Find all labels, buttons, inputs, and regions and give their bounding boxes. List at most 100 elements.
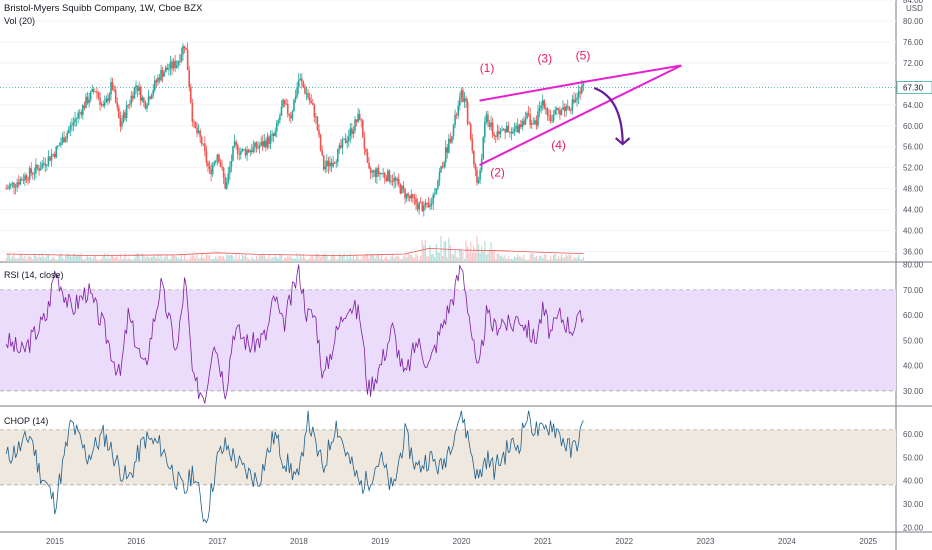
volume-bar: [387, 258, 389, 262]
candle-body: [146, 105, 148, 109]
breakdown-arrow: [593, 86, 624, 145]
volume-bar: [365, 253, 367, 262]
volume-bar: [446, 257, 448, 262]
candle-body: [11, 182, 14, 184]
volume-bar: [435, 243, 437, 262]
candle-body: [394, 177, 397, 181]
volume-bar: [8, 254, 10, 262]
candle-body: [57, 145, 59, 147]
volume-bar: [177, 258, 179, 262]
candle-body: [238, 153, 241, 155]
candle-body: [224, 177, 226, 189]
candle-body: [39, 168, 42, 171]
candle-body: [247, 149, 250, 153]
volume-bar: [388, 259, 391, 262]
candle-body: [8, 185, 11, 189]
candle-body: [67, 129, 70, 134]
candle-body: [168, 68, 170, 70]
chop-band: [0, 429, 896, 485]
volume-bar: [216, 258, 218, 262]
candle-body: [213, 162, 216, 166]
candle-body: [347, 136, 350, 142]
candle-body: [268, 136, 270, 145]
volume-bar: [549, 255, 552, 262]
candle-body: [355, 119, 358, 123]
candle-body: [189, 86, 192, 103]
candle-body: [388, 170, 391, 182]
candle-body: [530, 123, 533, 125]
volume-bar: [476, 236, 478, 262]
volume-bar: [329, 259, 331, 262]
candle-body: [236, 144, 239, 154]
volume-bar: [473, 246, 475, 262]
volume-bar: [232, 255, 234, 262]
volume-bar: [248, 258, 250, 262]
price-tick-label: 56.00: [903, 143, 924, 152]
candle-body: [391, 181, 394, 182]
candle-body: [482, 137, 485, 159]
volume-bar: [75, 256, 78, 262]
candle-body: [574, 99, 577, 103]
volume-bar: [337, 258, 339, 262]
volume-bar: [540, 255, 542, 262]
candle-body: [412, 194, 414, 198]
candle-body: [344, 138, 347, 143]
candle-body: [128, 103, 131, 106]
candle-body: [426, 203, 428, 204]
wave-label: (5): [576, 49, 591, 63]
price-tick-label: 48.00: [903, 185, 924, 194]
volume-bar: [490, 241, 492, 262]
candle-body: [266, 136, 269, 148]
candle-body: [405, 193, 408, 199]
candle-body: [38, 167, 40, 171]
volume-bar: [129, 258, 131, 262]
candle-body: [60, 142, 62, 146]
candle-body: [413, 197, 416, 199]
candle-body: [401, 185, 403, 194]
candle-body: [437, 181, 439, 189]
candle-body: [71, 125, 73, 127]
candle-body: [14, 186, 17, 188]
candle-body: [438, 172, 441, 182]
candle-body: [407, 193, 409, 196]
volume-bar: [574, 258, 577, 262]
candle-body: [452, 124, 455, 137]
candle-body: [485, 114, 488, 122]
price-tick-label: 80.00: [903, 17, 924, 26]
volume-bar: [277, 258, 279, 262]
candle-body: [260, 141, 262, 146]
volume-bar: [348, 258, 350, 262]
candle-body: [460, 90, 463, 98]
candle-body: [280, 106, 283, 116]
candle-body: [279, 115, 281, 121]
volume-bar: [32, 259, 34, 262]
candle-body: [194, 121, 197, 128]
candle-body: [515, 125, 517, 129]
candle-body: [423, 205, 425, 212]
candle-body: [546, 108, 549, 115]
candle-body: [49, 156, 51, 161]
candle-body: [526, 113, 528, 119]
candle-body: [74, 119, 76, 123]
candle-body: [548, 114, 550, 116]
volume-bar: [30, 256, 32, 262]
volume-bar: [423, 245, 425, 262]
volume-bar: [121, 259, 123, 262]
candle-body: [532, 123, 535, 125]
candle-body: [86, 96, 89, 104]
candle-body: [330, 162, 333, 167]
candle-body: [210, 169, 212, 175]
volume-bar: [199, 257, 201, 262]
volume-bar: [190, 256, 192, 262]
volume-bar: [456, 256, 458, 262]
candle-body: [340, 145, 342, 148]
candle-body: [338, 145, 341, 149]
candle-body: [172, 60, 175, 69]
x-tick-label: 2018: [290, 537, 308, 546]
candle-body: [277, 120, 280, 123]
volume-bar: [366, 254, 369, 262]
volume-bar: [86, 254, 89, 262]
candle-body: [113, 89, 115, 91]
volume-bar: [413, 258, 416, 262]
